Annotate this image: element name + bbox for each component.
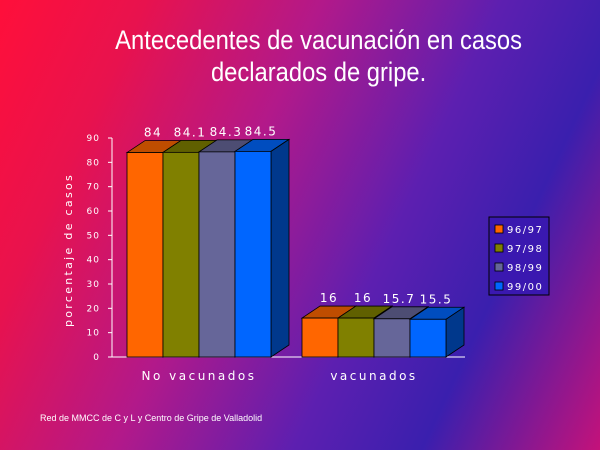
bar-side: [270, 138, 290, 358]
y-axis-title: porcentaje de casos: [62, 173, 75, 327]
legend-label: 97/98: [507, 244, 543, 255]
data-label: 84.1: [174, 125, 207, 139]
x-category-label: vacunados: [330, 369, 417, 383]
legend-label: 98/99: [507, 263, 543, 274]
data-label: 84: [144, 126, 162, 140]
bar: [198, 151, 236, 358]
data-label: 84.3: [210, 125, 243, 139]
legend-label: 99/00: [507, 282, 543, 293]
y-tick-label: 60: [87, 207, 100, 217]
bar: [373, 318, 411, 358]
source-note: Red de MMCC de C y L y Centro de Gripe d…: [40, 413, 263, 423]
slide-title: Antecedentes de vacunación en casos decl…: [94, 24, 543, 88]
data-label: 16: [320, 291, 338, 305]
data-label: 84.5: [245, 124, 278, 138]
y-tick-label: 40: [87, 256, 100, 266]
bar: [409, 318, 447, 358]
bar: [337, 317, 375, 358]
bar: [234, 150, 272, 358]
y-tick-label: 50: [87, 231, 100, 241]
legend-swatch: [494, 262, 504, 272]
y-tick-label: 30: [87, 280, 100, 290]
chart-data-labels: 84 84.1 84.3 84.5 16 16 15.7 15.5: [144, 124, 453, 306]
legend-swatch: [494, 243, 504, 253]
bar: [162, 151, 200, 358]
bar: [301, 317, 339, 358]
data-label: 15.7: [383, 292, 416, 306]
slide-title-line-1: Antecedentes de vacunación en casos: [115, 25, 523, 55]
data-label: 15.5: [420, 292, 453, 306]
y-tick-label: 10: [87, 329, 100, 339]
y-tick-label: 70: [87, 183, 100, 193]
legend-label: 96/97: [507, 225, 543, 236]
legend-swatch: [494, 224, 504, 234]
x-category-label: No vacunados: [142, 369, 257, 383]
y-tick-label: 90: [87, 134, 100, 144]
slide-title-line-2: declarados de gripe.: [210, 57, 427, 87]
chart-legend: 96/97 97/98 98/99 99/00: [488, 216, 550, 296]
legend-swatch: [494, 281, 504, 291]
chart-bars: [125, 138, 466, 358]
y-tick-label: 80: [87, 158, 100, 168]
bar: [126, 152, 164, 358]
y-tick-label: 0: [93, 353, 100, 363]
chart-axes: 0 10 20 30 40 50 60 70 80 90 porcentaje de casos No…: [62, 134, 465, 383]
y-tick-label: 20: [87, 304, 100, 314]
data-label: 16: [354, 291, 372, 305]
